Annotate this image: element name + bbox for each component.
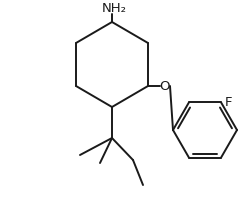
- Text: NH₂: NH₂: [102, 3, 126, 15]
- Text: O: O: [160, 79, 170, 93]
- Text: F: F: [225, 96, 233, 109]
